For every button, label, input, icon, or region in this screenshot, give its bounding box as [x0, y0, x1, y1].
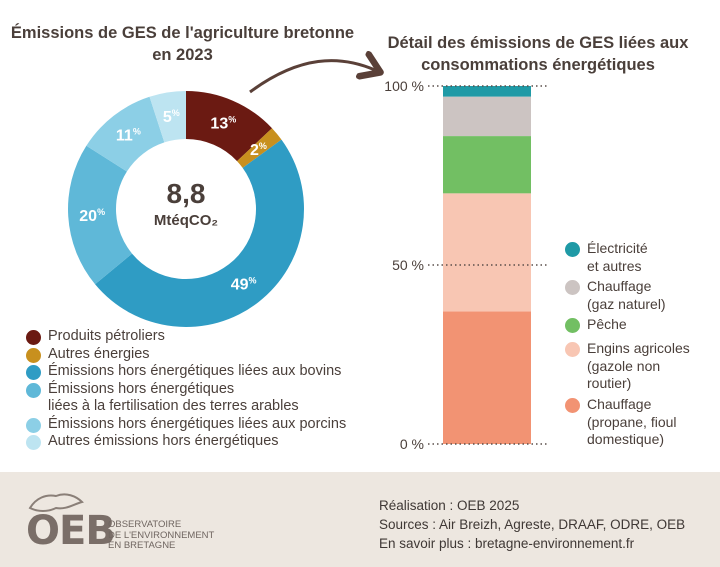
legend-item-1: Autres énergies [26, 346, 366, 364]
donut-label-1: 2% [250, 141, 267, 159]
legend-swatch-3 [26, 382, 41, 398]
bar-legend-swatch-2 [565, 318, 580, 333]
bar-legend-item-0: Électricité et autres [565, 240, 715, 275]
donut-label-5: 5% [163, 108, 180, 126]
legend-item-2: Émissions hors énergétiques liées aux bo… [26, 363, 366, 381]
donut-slice-2 [95, 139, 304, 327]
donut-center-value: 8,8 [167, 178, 206, 209]
legend-swatch-1 [26, 347, 41, 363]
bar-legend-item-1: Chauffage (gaz naturel) [565, 278, 715, 313]
logo-sub3: EN BRETAGNE [108, 540, 176, 551]
oeb-logo: OEB OBSERVATOIRE DE L'ENVIRONNEMENT EN B… [18, 486, 218, 556]
bar-legend-swatch-3 [565, 342, 580, 357]
donut-legend: Produits pétroliers Autres énergies Émissi… [26, 328, 366, 451]
legend-label-0: Produits pétroliers [48, 328, 165, 344]
bar-segment-4 [443, 86, 531, 97]
legend-item-3: Émissions hors énergétiques liées à la fe… [26, 381, 366, 416]
bar-ytick-1: 50 % [392, 257, 424, 273]
donut-center-unit: MtéqCO₂ [154, 212, 218, 229]
footer-line-realisation: Réalisation : OEB 2025 [379, 498, 520, 513]
donut-slice-0 [186, 91, 273, 162]
logo-text: OEB [26, 508, 116, 554]
bar-legend-item-3: Engins agricoles (gazole non routier) [565, 340, 715, 393]
legend-item-0: Produits pétroliers [26, 328, 366, 346]
donut-slice-1 [237, 128, 282, 168]
bar-legend-label-4: Chauffage (propane, fioul domestique) [587, 396, 677, 447]
bar-segment-2 [443, 136, 531, 194]
bar-segment-1 [443, 193, 531, 312]
legend-swatch-4 [26, 417, 41, 433]
bar-legend-label-1: Chauffage (gaz naturel) [587, 278, 666, 312]
bar-segment-3 [443, 96, 531, 137]
bar-legend-item-2: Pêche [565, 316, 715, 334]
donut-slice-5 [149, 91, 186, 143]
bar-legend-swatch-1 [565, 280, 580, 295]
footer-credits: Réalisation : OEB 2025 Sources : Air Bre… [379, 496, 685, 553]
legend-swatch-2 [26, 365, 41, 380]
charts-canvas: 13% 2% 49% 20% 11% 5% 8,8 MtéqCO₂ 0 % 50 % 100 … [68, 0, 548, 452]
donut-chart-title: Émissions de GES de l'agriculture breton… [10, 24, 355, 64]
donut-label-0: 13% [210, 115, 236, 133]
legend-item-5: Autres émissions hors énergétiques [26, 433, 366, 451]
logo-subtitle: OBSERVATOIRE DE L'ENVIRONNEMENT EN BRETA… [108, 519, 215, 552]
bar-legend-swatch-4 [565, 398, 580, 413]
legend-swatch-0 [26, 330, 41, 345]
footer-line-link: En savoir plus : bretagne-environnement.… [379, 536, 635, 551]
legend-label-2: Émissions hors énergétiques liées aux bo… [48, 363, 342, 379]
donut-slice-4 [86, 96, 165, 172]
legend-swatch-5 [26, 435, 41, 450]
bar-ytick-0: 0 % [400, 436, 424, 452]
brittany-map-icon [28, 493, 84, 512]
donut-label-2: 49% [231, 275, 257, 293]
bar-legend-label-2: Pêche [587, 316, 627, 332]
connector-arrow [249, 61, 375, 94]
legend-label-3: Émissions hors énergétiques liées à la fe… [48, 380, 299, 415]
stacked-bar-chart: 0 % 50 % 100 % [384, 78, 548, 452]
bar-segment-0 [443, 311, 531, 444]
footer: OEB OBSERVATOIRE DE L'ENVIRONNEMENT EN B… [0, 472, 720, 567]
legend-label-1: Autres énergies [48, 345, 150, 362]
bar-ytick-2: 100 % [384, 78, 424, 94]
bar-legend-label-0: Électricité et autres [587, 240, 648, 274]
donut-slice-3 [68, 145, 133, 285]
bar-legend-label-3: Engins agricoles (gazole non routier) [587, 340, 690, 391]
legend-label-4: Émissions hors énergétiques liées aux po… [48, 415, 347, 432]
logo-sub1: OBSERVATOIRE [108, 519, 182, 530]
logo-sub2: DE L'ENVIRONNEMENT [108, 529, 215, 541]
legend-item-4: Émissions hors énergétiques liées aux po… [26, 416, 366, 434]
bar-legend-item-4: Chauffage (propane, fioul domestique) [565, 396, 715, 449]
bar-legend-swatch-0 [565, 242, 580, 257]
legend-label-5: Autres émissions hors énergétiques [48, 433, 279, 449]
footer-line-sources: Sources : Air Breizh, Agreste, DRAAF, OD… [379, 517, 686, 532]
donut-label-4: 11% [116, 127, 141, 145]
donut-chart: 13% 2% 49% 20% 11% 5% [68, 91, 304, 327]
bar-chart-title: Détail des émissions de GES liées aux co… [387, 34, 689, 74]
donut-label-3: 20% [79, 207, 105, 225]
